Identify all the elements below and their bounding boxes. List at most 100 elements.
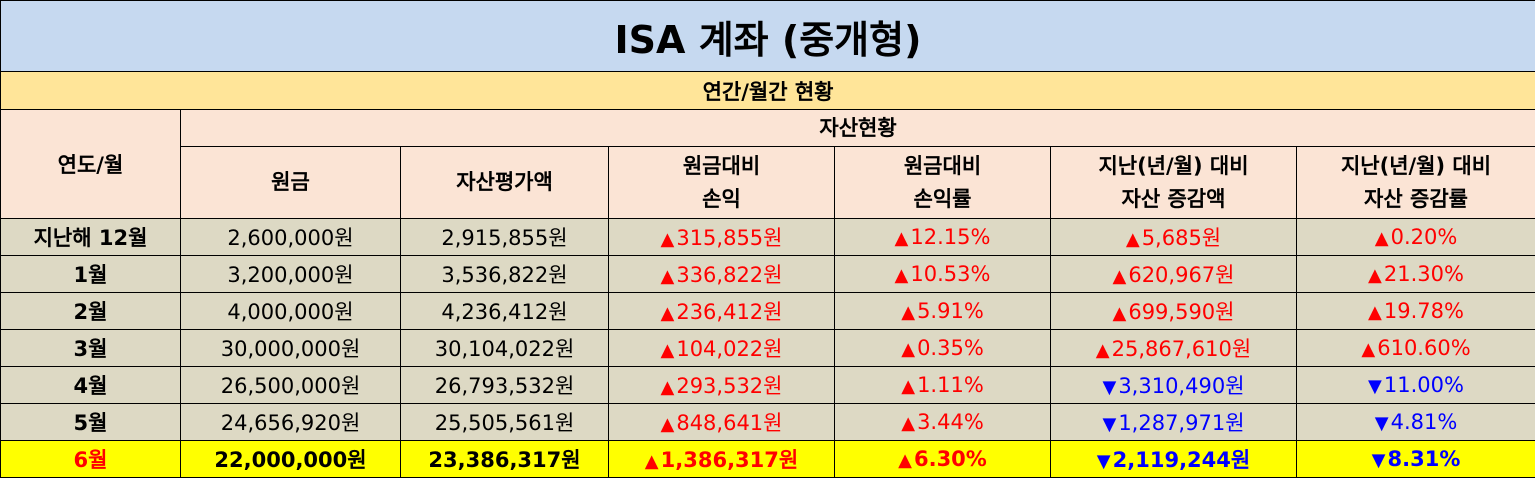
up-triangle-icon: ▲ xyxy=(894,265,909,286)
cell-pnl[interactable]: ▲1,386,317원 xyxy=(608,440,835,478)
cell-asset-value[interactable]: 2,915,855원 xyxy=(400,218,609,256)
table-row: 6월 22,000,000원 23,386,317원 ▲1,386,317원 ▲6.30… xyxy=(0,440,1535,478)
cell-value: 19.78% xyxy=(1383,299,1464,323)
up-triangle-icon: ▲ xyxy=(901,302,916,323)
sheet-subtitle[interactable]: 연간/월간 현황 xyxy=(0,71,1535,110)
cell-asset-value[interactable]: 30,104,022원 xyxy=(400,329,609,367)
cell-value: 1.11% xyxy=(917,373,984,397)
cell-pnl-rate[interactable]: ▲1.11% xyxy=(834,366,1051,404)
cell-value: 236,412원 xyxy=(676,300,783,324)
cell-change-rate[interactable]: ▲21.30% xyxy=(1295,255,1535,293)
cell-change[interactable]: ▼1,287,971원 xyxy=(1050,403,1297,441)
cell-principal[interactable]: 30,000,000원 xyxy=(180,329,401,367)
up-triangle-icon: ▲ xyxy=(660,229,675,250)
cell-asset-value[interactable]: 4,236,412원 xyxy=(400,292,609,330)
cell-asset-value[interactable]: 25,505,561원 xyxy=(400,403,609,441)
up-triangle-icon: ▲ xyxy=(894,228,909,249)
up-triangle-icon: ▲ xyxy=(660,303,675,324)
header-asset-value[interactable]: 자산평가액 xyxy=(400,146,609,219)
cell-pnl[interactable]: ▲293,532원 xyxy=(608,366,835,404)
cell-value: 2,119,244원 xyxy=(1112,448,1251,472)
up-triangle-icon: ▲ xyxy=(660,377,675,398)
cell-pnl[interactable]: ▲848,641원 xyxy=(608,403,835,441)
cell-principal[interactable]: 22,000,000원 xyxy=(180,440,401,478)
row-label[interactable]: 5월 xyxy=(0,403,181,441)
cell-pnl-rate[interactable]: ▲3.44% xyxy=(834,403,1051,441)
cell-change-rate[interactable]: ▼8.31% xyxy=(1295,440,1535,478)
header-asset-status[interactable]: 자산현황 xyxy=(179,109,1535,147)
cell-change[interactable]: ▲5,685원 xyxy=(1050,218,1297,256)
header-change-rate[interactable]: 지난(년/월) 대비 자산 증감률 xyxy=(1295,146,1535,219)
cell-change-rate[interactable]: ▲610.60% xyxy=(1295,329,1535,367)
down-triangle-icon: ▼ xyxy=(1368,376,1382,397)
table-row: 4월 26,500,000원 26,793,532원 ▲293,532원 ▲1.11% ▼… xyxy=(0,366,1535,404)
cell-pnl[interactable]: ▲336,822원 xyxy=(608,255,835,293)
up-triangle-icon: ▲ xyxy=(660,266,675,287)
cell-change[interactable]: ▲25,867,610원 xyxy=(1050,329,1297,367)
table-row: 지난해 12월 2,600,000원 2,915,855원 ▲315,855원 ▲12.… xyxy=(0,218,1535,256)
cell-value: 25,867,610원 xyxy=(1111,337,1252,361)
cell-pnl[interactable]: ▲315,855원 xyxy=(608,218,835,256)
header-pnl[interactable]: 원금대비 손익 xyxy=(608,146,835,219)
cell-value: 699,590원 xyxy=(1128,300,1235,324)
cell-change-rate[interactable]: ▲19.78% xyxy=(1295,292,1535,330)
cell-value: 1,386,317원 xyxy=(660,448,799,472)
header-change-rate-line1: 지난(년/월) 대비 xyxy=(1340,153,1492,178)
cell-value: 620,967원 xyxy=(1128,263,1235,287)
cell-asset-value[interactable]: 3,536,822원 xyxy=(400,255,609,293)
header-date[interactable]: 연도/월 xyxy=(0,109,181,219)
up-triangle-icon: ▲ xyxy=(898,450,912,471)
cell-pnl-rate[interactable]: ▲5.91% xyxy=(834,292,1051,330)
down-triangle-icon: ▼ xyxy=(1371,450,1386,471)
down-triangle-icon: ▼ xyxy=(1374,413,1389,434)
cell-value: 293,532원 xyxy=(676,374,783,398)
cell-principal[interactable]: 2,600,000원 xyxy=(180,218,401,256)
cell-pnl[interactable]: ▲104,022원 xyxy=(608,329,835,367)
cell-change-rate[interactable]: ▲0.20% xyxy=(1295,218,1535,256)
cell-change[interactable]: ▼2,119,244원 xyxy=(1050,440,1297,478)
header-change[interactable]: 지난(년/월) 대비 자산 증감액 xyxy=(1050,146,1297,219)
row-label[interactable]: 지난해 12월 xyxy=(0,218,181,256)
sheet-title[interactable]: ISA 계좌 (중개형) xyxy=(0,0,1535,72)
cell-change[interactable]: ▼3,310,490원 xyxy=(1050,366,1297,404)
cell-value: 5.91% xyxy=(917,299,984,323)
row-label[interactable]: 2월 xyxy=(0,292,181,330)
cell-pnl-rate[interactable]: ▲10.53% xyxy=(834,255,1051,293)
down-triangle-icon: ▼ xyxy=(1102,414,1117,435)
cell-value: 336,822원 xyxy=(676,263,783,287)
header-pnl-rate-line1: 원금대비 xyxy=(903,153,982,178)
table-row: 5월 24,656,920원 25,505,561원 ▲848,641원 ▲3.44% ▼… xyxy=(0,403,1535,441)
cell-change-rate[interactable]: ▼4.81% xyxy=(1295,403,1535,441)
cell-change-rate[interactable]: ▼11.00% xyxy=(1295,366,1535,404)
cell-change[interactable]: ▲620,967원 xyxy=(1050,255,1297,293)
cell-principal[interactable]: 4,000,000원 xyxy=(180,292,401,330)
cell-asset-value[interactable]: 23,386,317원 xyxy=(400,440,609,478)
cell-pnl[interactable]: ▲236,412원 xyxy=(608,292,835,330)
header-pnl-rate[interactable]: 원금대비 손익률 xyxy=(834,146,1051,219)
row-label[interactable]: 6월 xyxy=(0,440,181,478)
cell-principal[interactable]: 24,656,920원 xyxy=(180,403,401,441)
cell-pnl-rate[interactable]: ▲0.35% xyxy=(834,329,1051,367)
cell-value: 315,855원 xyxy=(676,226,783,250)
header-change-rate-line2: 자산 증감률 xyxy=(1364,186,1468,211)
cell-asset-value[interactable]: 26,793,532원 xyxy=(400,366,609,404)
table-row: 2월 4,000,000원 4,236,412원 ▲236,412원 ▲5.91% ▲69… xyxy=(0,292,1535,330)
up-triangle-icon: ▲ xyxy=(901,339,916,360)
row-label[interactable]: 3월 xyxy=(0,329,181,367)
header-principal[interactable]: 원금 xyxy=(180,146,401,219)
cell-pnl-rate[interactable]: ▲6.30% xyxy=(834,440,1051,478)
cell-principal[interactable]: 3,200,000원 xyxy=(180,255,401,293)
cell-value: 1,287,971원 xyxy=(1118,411,1245,435)
row-label[interactable]: 1월 xyxy=(0,255,181,293)
header-pnl-line2: 손익 xyxy=(702,186,741,211)
up-triangle-icon: ▲ xyxy=(1361,339,1376,360)
cell-change[interactable]: ▲699,590원 xyxy=(1050,292,1297,330)
header-pnl-rate-line2: 손익률 xyxy=(913,186,972,211)
up-triangle-icon: ▲ xyxy=(1374,228,1389,249)
cell-value: 21.30% xyxy=(1383,262,1464,286)
cell-pnl-rate[interactable]: ▲12.15% xyxy=(834,218,1051,256)
up-triangle-icon: ▲ xyxy=(901,376,916,397)
cell-principal[interactable]: 26,500,000원 xyxy=(180,366,401,404)
row-label[interactable]: 4월 xyxy=(0,366,181,404)
cell-value: 11.00% xyxy=(1383,373,1464,397)
